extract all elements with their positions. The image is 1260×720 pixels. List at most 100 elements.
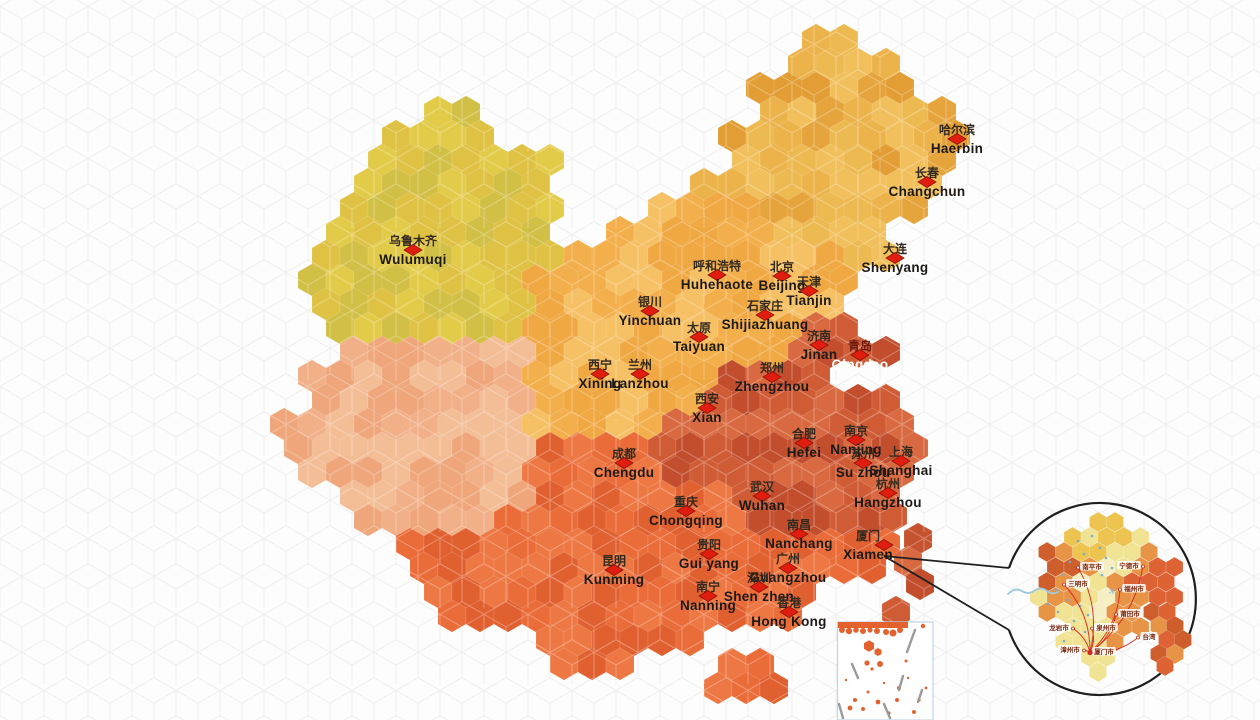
city-marker-icon[interactable] (850, 349, 870, 361)
city-zhengzhou[interactable]: 郑州 Zhengzhou (735, 360, 810, 394)
city-lanzhou[interactable]: 兰州 Lanzhou (611, 357, 669, 391)
city-marker-icon[interactable] (604, 564, 624, 576)
city-marker-icon[interactable] (772, 270, 792, 282)
city-marker-icon[interactable] (755, 309, 775, 321)
city-hefei[interactable]: 合肥 Hefei (787, 426, 822, 460)
city-marker-icon[interactable] (885, 252, 905, 264)
inset-city-dot[interactable] (1114, 612, 1118, 617)
inset-city-龙岩市[interactable]: 龙岩市 (1047, 623, 1075, 632)
inset-city-宁德市[interactable]: 宁德市 (1117, 561, 1145, 570)
city-marker-icon[interactable] (698, 590, 718, 602)
inset-city-dot[interactable] (1136, 635, 1140, 640)
city-label-en: Kunming (584, 572, 645, 587)
city-marker-icon[interactable] (809, 339, 829, 351)
city-marker-icon[interactable] (697, 402, 717, 414)
city-marker-icon[interactable] (630, 368, 650, 380)
city-marker-icon[interactable] (762, 371, 782, 383)
sea-inset-boundary-dash (905, 628, 917, 654)
inset-city-莆田市[interactable]: 莆田市 (1114, 609, 1142, 618)
city-wulumuqi[interactable]: 乌鲁木齐 Wulumuqi (379, 233, 446, 267)
city-marker-icon[interactable] (699, 548, 719, 560)
inset-city-dot[interactable] (1090, 626, 1094, 631)
city-wuhan[interactable]: 武汉 Wuhan (739, 479, 785, 513)
inset-blue-dot (1066, 598, 1070, 602)
inset-city-漳州市[interactable]: 漳州市 (1058, 645, 1086, 654)
city-marker-icon[interactable] (676, 505, 696, 517)
city-chengdu[interactable]: 成都 Chengdu (594, 446, 655, 480)
city-marker-icon[interactable] (878, 487, 898, 499)
sea-inset-coast-bump (860, 628, 866, 634)
city-marker-icon[interactable] (947, 133, 967, 145)
city-chongqing[interactable]: 重庆 Chongqing (649, 494, 723, 528)
city-marker-icon[interactable] (614, 457, 634, 469)
inset-city-dot[interactable] (1062, 582, 1066, 587)
city-marker-icon[interactable] (853, 457, 873, 469)
city-shenyang[interactable]: 大连 Shenyang (862, 241, 929, 275)
city-marker-icon[interactable] (846, 434, 866, 446)
city-hong-kong[interactable]: 香港 Hong Kong (751, 595, 826, 629)
city-marker-icon[interactable] (794, 437, 814, 449)
city-tianjin[interactable]: 天津 Tianjin (786, 274, 831, 308)
city-marker-icon[interactable] (789, 528, 809, 540)
city-yinchuan[interactable]: 银川 Yinchuan (619, 294, 682, 328)
city-jinan[interactable]: 济南 Jinan (801, 328, 838, 362)
city-xian[interactable]: 西安 Xian (692, 391, 722, 425)
city-marker-icon[interactable] (689, 331, 709, 343)
city-marker-icon[interactable] (749, 581, 769, 593)
inset-city-label: 漳州市 (1060, 645, 1080, 654)
inset-city-dot[interactable] (1118, 587, 1122, 592)
city-marker-icon[interactable] (874, 539, 894, 551)
inset-city-台湾[interactable]: 台湾 (1136, 632, 1158, 641)
city-beijing[interactable]: 北京 Beijing (758, 259, 805, 293)
inset-city-泉州市[interactable]: 泉州市 (1090, 623, 1118, 632)
city-marker-icon[interactable] (590, 368, 610, 380)
city-nanning[interactable]: 南宁 Nanning (680, 579, 736, 613)
city-marker-icon[interactable] (778, 562, 798, 574)
city-marker-icon[interactable] (891, 455, 911, 467)
inset-city-三明市[interactable]: 三明市 (1062, 579, 1090, 588)
sea-inset-hainan-hex (874, 647, 882, 657)
inset-city-dot[interactable] (1076, 565, 1080, 570)
city-label-en: Chongqing (649, 513, 723, 528)
city-su-zhou[interactable]: 苏州 Su zhou (836, 446, 891, 480)
city-guangzhou[interactable]: 广州 Guangzhou (750, 551, 827, 585)
city-marker-icon[interactable] (752, 490, 772, 502)
city-gui-yang[interactable]: 贵阳 Gui yang (679, 537, 739, 571)
inset-city-dot[interactable] (1141, 564, 1145, 569)
city-kunming[interactable]: 昆明 Kunming (584, 554, 645, 587)
city-hangzhou[interactable]: 杭州 Hangzhou (854, 476, 922, 510)
sea-inset-island-dot (844, 678, 848, 682)
sea-inset-boundary-dash (916, 688, 924, 704)
inset-city-dot[interactable] (1071, 626, 1075, 631)
inset-city-南平市[interactable]: 南平市 (1076, 562, 1104, 571)
city-haerbin[interactable]: 哈尔滨 Haerbin (931, 122, 983, 156)
city-label-zh: 合肥 (792, 426, 816, 441)
city-marker-icon[interactable] (779, 606, 799, 618)
city-label-zh: 深圳 (747, 570, 771, 585)
city-marker-icon[interactable] (707, 269, 727, 281)
city-shijiazhuang[interactable]: 石家庄 Shijiazhuang (722, 298, 809, 332)
city-label-en: Taiyuan (673, 339, 725, 354)
inset-city-福州市[interactable]: 福州市 (1118, 584, 1146, 593)
inset-blue-dot (1083, 630, 1087, 634)
city-marker-icon[interactable] (640, 305, 660, 317)
inset-city-dot[interactable] (1082, 648, 1086, 653)
city-marker-icon[interactable] (917, 176, 937, 188)
city-qingdao[interactable]: 青岛 Qingdao (832, 338, 889, 372)
city-shen-zhen[interactable]: 深圳 Shen zhen (724, 570, 794, 604)
city-nanjing[interactable]: 南京 Nanjing (830, 423, 882, 457)
city-xiamen[interactable]: 厦门 Xiamen (843, 528, 894, 562)
city-markers: 乌鲁木齐 Wulumuqi 哈尔滨 Haerbin 长春 Changchun 大连 Sheny… (379, 122, 983, 629)
inset-hub-dot[interactable] (1087, 649, 1093, 656)
city-label-zh: 兰州 (628, 357, 652, 372)
city-shanghai[interactable]: 上海 Shanghai (869, 444, 932, 478)
city-marker-icon[interactable] (799, 285, 819, 297)
sea-inset-coast-bump (874, 628, 880, 634)
city-huhehaote[interactable]: 呼和浩特 Huhehaote (681, 258, 754, 292)
city-xining[interactable]: 西宁 Xining (578, 357, 621, 391)
city-marker-icon[interactable] (403, 244, 423, 256)
inset-city-厦门市[interactable]: 厦门市 (1087, 647, 1116, 656)
city-changchun[interactable]: 长春 Changchun (889, 165, 966, 199)
city-taiyuan[interactable]: 太原 Taiyuan (673, 320, 725, 354)
city-nanchang[interactable]: 南昌 Nanchang (765, 517, 833, 551)
